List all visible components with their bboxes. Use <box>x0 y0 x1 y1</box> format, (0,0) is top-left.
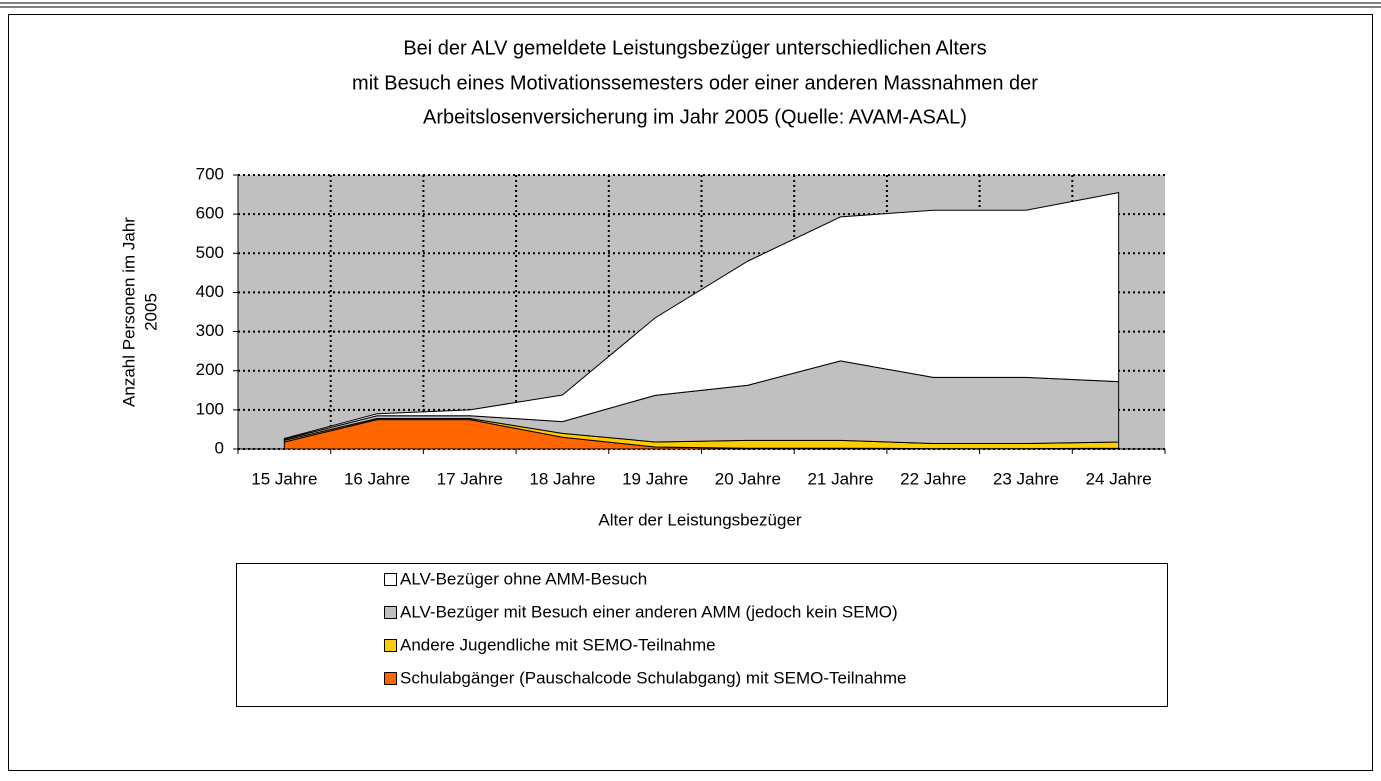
y-tick-label: 600 <box>196 204 224 223</box>
x-tick-label: 16 Jahre <box>344 469 410 488</box>
x-tick-label: 20 Jahre <box>715 469 781 488</box>
x-tick-label: 24 Jahre <box>1086 469 1152 488</box>
legend-label: Andere Jugendliche mit SEMO-Teilnahme <box>400 635 716 654</box>
chart-frame <box>8 14 1373 771</box>
y-tick-label: 300 <box>196 321 224 340</box>
y-tick-label: 200 <box>196 360 224 379</box>
y-axis-title: 2005 <box>141 293 160 331</box>
legend-swatch <box>384 639 397 652</box>
chart-title: mit Besuch eines Motivationssemesters od… <box>352 72 1038 94</box>
x-tick-label: 23 Jahre <box>993 469 1059 488</box>
x-axis-title: Alter der Leistungsbezüger <box>598 510 802 529</box>
legend-label: ALV-Bezüger ohne AMM-Besuch <box>400 569 647 588</box>
chart-title: Bei der ALV gemeldete Leistungsbezüger u… <box>403 37 986 59</box>
legend-label: Schulabgänger (Pauschalcode Schulabgang)… <box>400 668 907 687</box>
legend-swatch <box>384 606 397 619</box>
y-tick-label: 500 <box>196 243 224 262</box>
x-tick-label: 21 Jahre <box>807 469 873 488</box>
area <box>283 192 1120 440</box>
y-tick-label: 400 <box>196 282 224 301</box>
chart-title: Arbeitslosenversicherung im Jahr 2005 (Q… <box>423 106 967 128</box>
legend-swatch <box>384 672 397 685</box>
legend-swatch <box>384 573 397 586</box>
x-tick-label: 17 Jahre <box>437 469 503 488</box>
x-tick-label: 18 Jahre <box>529 469 595 488</box>
x-tick-label: 19 Jahre <box>622 469 688 488</box>
y-tick-label: 0 <box>215 438 224 457</box>
y-tick-label: 100 <box>196 399 224 418</box>
x-tick-label: 15 Jahre <box>251 469 317 488</box>
y-axis-title: Anzahl Personen im Jahr <box>119 217 138 407</box>
y-tick-label: 700 <box>196 164 224 183</box>
legend-label: ALV-Bezüger mit Besuch einer anderen AMM… <box>400 602 898 621</box>
x-tick-label: 22 Jahre <box>900 469 966 488</box>
